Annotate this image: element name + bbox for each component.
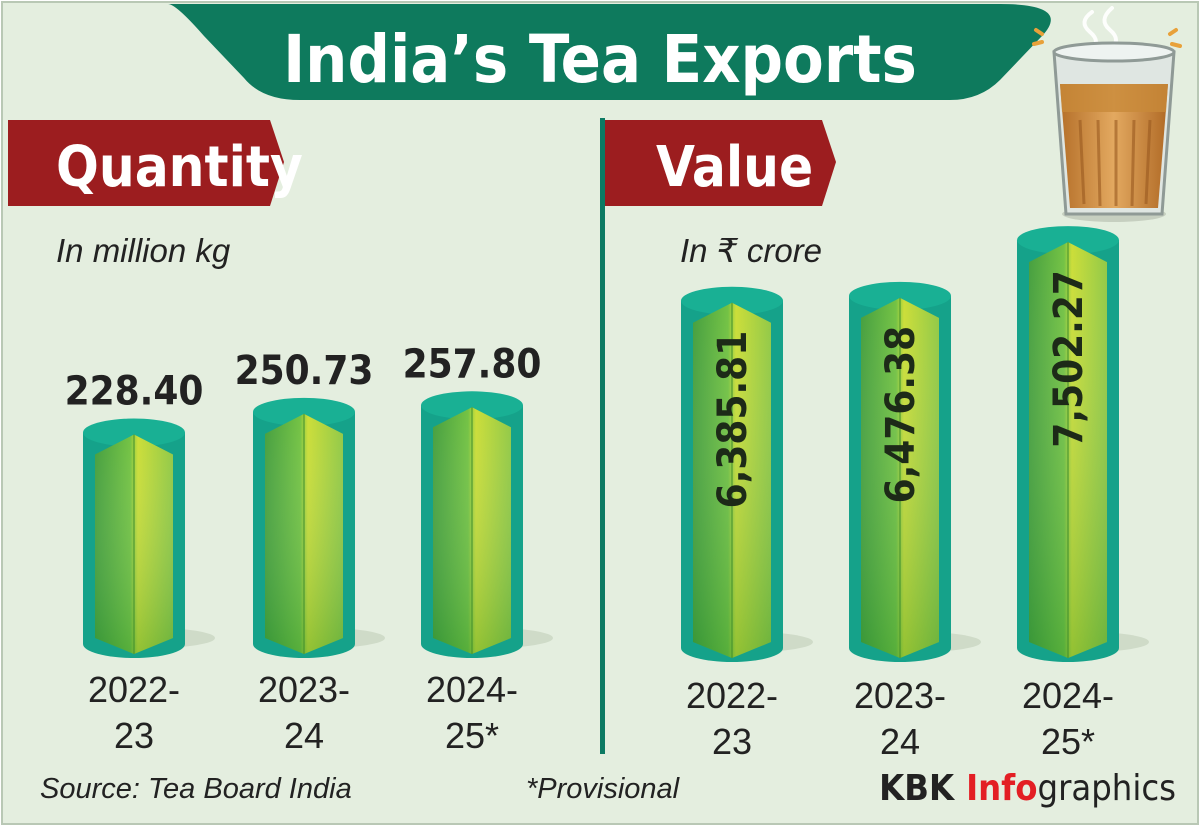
bar xyxy=(849,281,981,662)
tick-label: 25* xyxy=(1041,721,1095,762)
bar xyxy=(83,418,215,658)
tick-label: 23 xyxy=(712,721,752,762)
page-title: India’s Tea Exports xyxy=(283,21,917,98)
bar xyxy=(421,391,553,658)
title-banner xyxy=(168,4,1051,100)
tick-label: 2024- xyxy=(1022,675,1114,716)
data-label: 228.40 xyxy=(65,369,204,415)
value-label-bg xyxy=(605,120,836,206)
tick-label: 23 xyxy=(114,715,154,756)
value-unit-label: In ₹ crore xyxy=(680,232,822,269)
data-label: 6,476.38 xyxy=(878,326,924,504)
data-label: 250.73 xyxy=(235,348,374,394)
quantity-unit-label: In million kg xyxy=(56,232,231,269)
tick-label: 24 xyxy=(880,721,920,762)
bar xyxy=(1017,226,1149,662)
brand-bold: KBK xyxy=(879,768,956,809)
tick-label: 2022- xyxy=(88,669,180,710)
brand-rest: graphics xyxy=(1038,768,1177,809)
quantity-heading: Quantity xyxy=(56,135,303,200)
value-chart: 6,385.81 2022- 23 6,476.38 2023- 24 7,502.27 20… xyxy=(681,226,1149,762)
quantity-chart: 228.40 2022- 23 250.73 2023- 24 257.80 2024- 25* xyxy=(65,341,553,756)
tea-glass-icon xyxy=(1032,6,1182,222)
brand-credit: KBK Infographics xyxy=(879,768,1176,809)
tick-label: 2022- xyxy=(686,675,778,716)
value-heading: Value xyxy=(656,135,813,200)
data-label: 6,385.81 xyxy=(710,331,756,509)
tick-label: 25* xyxy=(445,715,499,756)
provisional-note: *Provisional xyxy=(526,773,681,805)
bar xyxy=(681,286,813,662)
data-label: 257.80 xyxy=(403,341,542,387)
tick-label: 2023- xyxy=(854,675,946,716)
brand-accent: Info xyxy=(966,768,1037,809)
data-label: 7,502.27 xyxy=(1046,270,1092,448)
tick-label: 2024- xyxy=(426,669,518,710)
quantity-label-bg xyxy=(8,120,284,206)
bar xyxy=(253,397,385,658)
source-note: Source: Tea Board India xyxy=(40,773,352,805)
panel-divider xyxy=(600,118,605,754)
tick-label: 2023- xyxy=(258,669,350,710)
tick-label: 24 xyxy=(284,715,324,756)
